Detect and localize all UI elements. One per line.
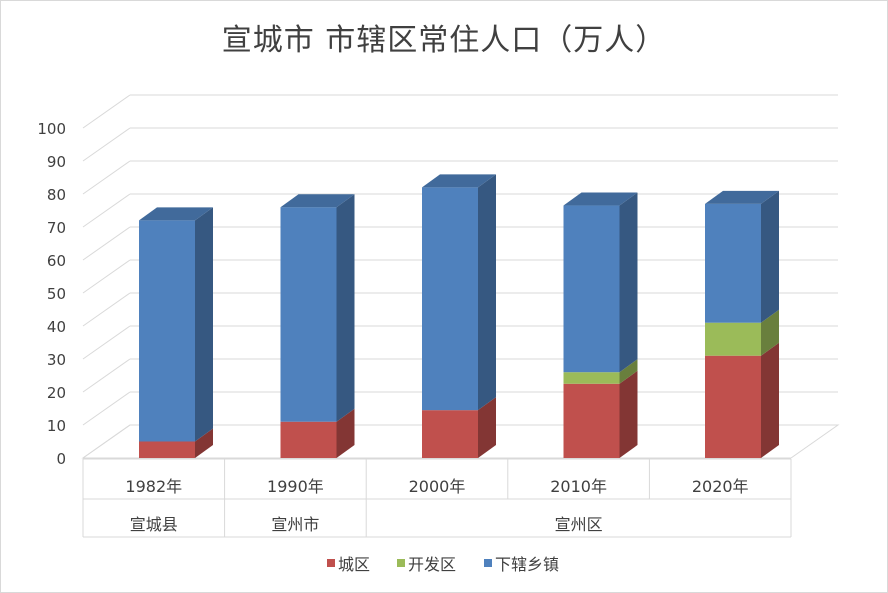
legend-label: 下辖乡镇 [495, 555, 559, 574]
bar-side [336, 194, 355, 422]
bar-segment [563, 372, 620, 384]
bar-segment [563, 205, 620, 373]
bar-side [619, 370, 638, 458]
bar-side [478, 397, 496, 458]
bar-top [705, 190, 779, 204]
y-tick-label: 20 [47, 384, 66, 402]
bar-segment [422, 187, 478, 411]
y-tick-label: 100 [37, 120, 66, 138]
bar-segment [705, 203, 761, 323]
x-tick-label: 2010年 [550, 477, 607, 496]
bar-segment [422, 410, 478, 458]
y-tick-label: 80 [47, 186, 66, 204]
bar-segment [280, 207, 337, 422]
bar-side [195, 428, 213, 458]
bar-side [478, 174, 496, 411]
y-tick-label: 50 [47, 285, 66, 303]
y-tick-label: 40 [47, 318, 66, 336]
side-gridline [82, 391, 131, 426]
y-tick-label: 70 [47, 219, 66, 237]
side-gridline [82, 160, 131, 195]
x-tick-label: 1990年 [267, 477, 324, 496]
legend-label: 开发区 [408, 555, 456, 574]
y-tick-label: 30 [47, 351, 66, 369]
bar-top [563, 192, 638, 206]
bar-segment [705, 355, 761, 458]
side-gridline [82, 94, 131, 129]
bar-side [619, 359, 638, 384]
bar-side [761, 309, 779, 356]
y-tick-label: 10 [47, 417, 66, 435]
chart-floor [81, 424, 840, 459]
bar-segment [139, 220, 195, 442]
x-group-label: 宣城县 [130, 515, 178, 534]
side-gridline [82, 292, 131, 327]
legend-label: 城区 [338, 555, 370, 574]
y-tick-label: 90 [47, 153, 66, 171]
bar-top [139, 207, 213, 221]
bar-segment [705, 322, 761, 356]
bar-segment [280, 421, 337, 458]
bar-side [336, 408, 355, 458]
x-tick-label: 2020年 [692, 477, 749, 496]
legend-swatch [397, 559, 405, 567]
bar-side [761, 342, 779, 458]
side-gridline [82, 325, 131, 360]
x-tick-label: 2000年 [409, 477, 466, 496]
bar-side [195, 207, 213, 442]
bar-side [761, 190, 779, 323]
x-group-label: 宣州区 [555, 515, 603, 534]
side-gridline [82, 259, 131, 294]
side-gridline [82, 127, 131, 162]
bar-top [280, 194, 355, 208]
chart-title: 宣城市 市辖区常住人口（万人） [221, 23, 667, 58]
legend-swatch [484, 559, 492, 567]
side-gridline [82, 358, 131, 393]
bar-side [619, 192, 638, 373]
bar-segment [563, 383, 620, 458]
side-gridline [82, 226, 131, 261]
x-group-label: 宣州市 [271, 515, 319, 534]
y-tick-label: 60 [47, 252, 66, 270]
y-tick-label: 0 [56, 450, 66, 468]
bar-top [422, 174, 496, 188]
x-tick-label: 1982年 [125, 477, 182, 496]
bar-segment [139, 441, 195, 458]
side-gridline [82, 193, 131, 228]
legend-swatch [327, 559, 335, 567]
